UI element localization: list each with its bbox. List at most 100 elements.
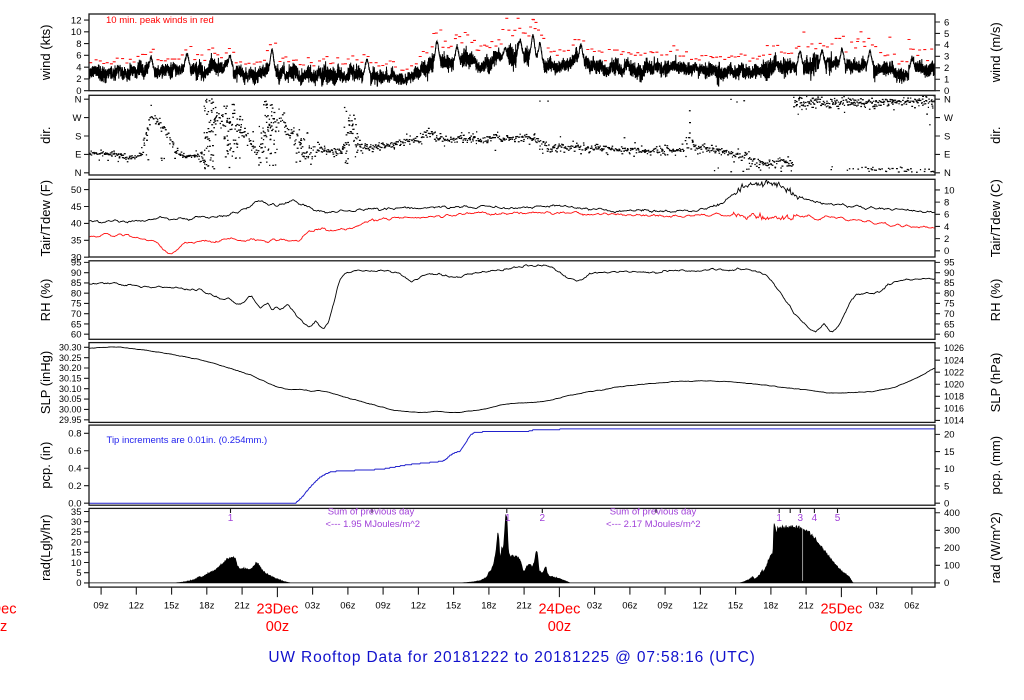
svg-text:N: N (75, 95, 82, 106)
svg-text:SLP (inHg): SLP (inHg) (38, 351, 53, 414)
svg-text:70: 70 (71, 309, 82, 320)
svg-text:12z: 12z (693, 601, 709, 612)
svg-text:N: N (944, 168, 951, 179)
svg-text:Sum of previous day: Sum of previous day (328, 507, 415, 518)
svg-text:75: 75 (944, 299, 955, 310)
svg-text:75: 75 (71, 299, 82, 310)
svg-text:SLP (hPa): SLP (hPa) (988, 353, 1003, 413)
svg-text:<--- 1.95 MJoules/m^2: <--- 1.95 MJoules/m^2 (326, 519, 420, 530)
svg-text:0.2: 0.2 (68, 481, 81, 492)
svg-text:1: 1 (505, 513, 511, 524)
svg-text:24Dec: 24Dec (538, 602, 580, 618)
svg-text:3: 3 (944, 52, 949, 63)
svg-text:00z: 00z (0, 619, 7, 635)
svg-text:15z: 15z (728, 601, 744, 612)
svg-text:15z: 15z (446, 601, 462, 612)
svg-text:03z: 03z (305, 601, 321, 612)
svg-text:S: S (944, 131, 950, 142)
svg-text:E: E (944, 150, 950, 161)
svg-text:rad (W/m^2): rad (W/m^2) (988, 512, 1003, 583)
svg-text:06z: 06z (622, 601, 638, 612)
svg-text:pcp. (in): pcp. (in) (38, 442, 53, 489)
svg-text:30.05: 30.05 (59, 394, 82, 404)
svg-text:09z: 09z (657, 601, 673, 612)
svg-text:0: 0 (944, 246, 949, 257)
svg-text:1: 1 (776, 513, 782, 524)
svg-text:5: 5 (76, 568, 81, 579)
svg-text:20: 20 (944, 430, 955, 441)
svg-text:29.95: 29.95 (59, 415, 82, 425)
svg-text:23Dec: 23Dec (256, 602, 298, 618)
svg-text:1022: 1022 (944, 367, 964, 377)
svg-text:rad(Lgly/hr): rad(Lgly/hr) (38, 514, 53, 580)
svg-text:10: 10 (944, 464, 955, 475)
svg-text:2: 2 (944, 234, 949, 245)
svg-text:1026: 1026 (944, 343, 964, 353)
svg-text:21z: 21z (234, 601, 250, 612)
svg-text:E: E (75, 150, 81, 161)
svg-text:S: S (75, 131, 81, 142)
svg-text:0: 0 (944, 86, 949, 97)
svg-text:12z: 12z (129, 601, 145, 612)
svg-text:W: W (944, 113, 953, 124)
svg-text:20: 20 (71, 537, 82, 548)
svg-text:12z: 12z (411, 601, 427, 612)
svg-text:90: 90 (71, 268, 82, 279)
svg-text:30.15: 30.15 (59, 374, 82, 384)
svg-text:0: 0 (76, 86, 81, 97)
svg-text:wind (m/s): wind (m/s) (988, 22, 1003, 83)
svg-text:60: 60 (71, 330, 82, 341)
svg-text:RH (%): RH (%) (38, 279, 53, 322)
svg-text:30.30: 30.30 (59, 342, 82, 352)
svg-text:5: 5 (944, 29, 949, 40)
svg-text:8: 8 (944, 198, 949, 209)
svg-text:4: 4 (812, 513, 818, 524)
svg-text:<--- 2.17 MJoules/m^2: <--- 2.17 MJoules/m^2 (606, 519, 700, 530)
svg-text:0.4: 0.4 (68, 464, 81, 475)
svg-text:06z: 06z (904, 601, 920, 612)
svg-text:12: 12 (71, 15, 82, 26)
svg-text:1014: 1014 (944, 416, 964, 426)
svg-text:00z: 00z (266, 619, 289, 635)
svg-text:4: 4 (944, 222, 949, 233)
svg-text:15: 15 (944, 447, 955, 458)
svg-text:5: 5 (835, 513, 841, 524)
svg-text:5: 5 (944, 481, 949, 492)
svg-text:4: 4 (944, 40, 949, 51)
svg-text:30.10: 30.10 (59, 384, 82, 394)
svg-text:2: 2 (944, 63, 949, 74)
svg-text:80: 80 (944, 289, 955, 300)
svg-text:30.25: 30.25 (59, 353, 82, 363)
svg-text:8: 8 (76, 39, 81, 50)
svg-text:1024: 1024 (944, 355, 964, 365)
svg-text:0: 0 (76, 578, 81, 589)
svg-text:Sum of previous day: Sum of previous day (610, 507, 697, 518)
svg-text:W: W (73, 113, 82, 124)
svg-text:35: 35 (71, 507, 82, 518)
svg-text:6: 6 (76, 51, 81, 62)
svg-text:Tip increments are 0.01in. (0.: Tip increments are 0.01in. (0.254mm.) (107, 435, 268, 446)
svg-text:10: 10 (71, 27, 82, 38)
svg-text:0: 0 (944, 499, 949, 510)
svg-text:25: 25 (71, 527, 82, 538)
svg-text:1018: 1018 (944, 391, 964, 401)
svg-text:85: 85 (944, 278, 955, 289)
svg-text:85: 85 (71, 278, 82, 289)
svg-text:06z: 06z (340, 601, 356, 612)
svg-text:95: 95 (71, 258, 82, 269)
svg-text:65: 65 (71, 319, 82, 330)
svg-text:dir.: dir. (988, 127, 1003, 144)
svg-text:200: 200 (944, 543, 960, 554)
svg-text:6: 6 (944, 210, 949, 221)
svg-text:2: 2 (76, 74, 81, 85)
svg-text:Tair/Tdew (F): Tair/Tdew (F) (38, 180, 53, 257)
svg-text:18z: 18z (481, 601, 497, 612)
svg-text:N: N (75, 168, 82, 179)
svg-text:70: 70 (944, 309, 955, 320)
svg-text:dir.: dir. (38, 127, 53, 144)
svg-text:15z: 15z (164, 601, 180, 612)
svg-text:03z: 03z (587, 601, 603, 612)
svg-text:21z: 21z (516, 601, 532, 612)
svg-text:1: 1 (228, 513, 234, 524)
svg-text:18z: 18z (763, 601, 779, 612)
